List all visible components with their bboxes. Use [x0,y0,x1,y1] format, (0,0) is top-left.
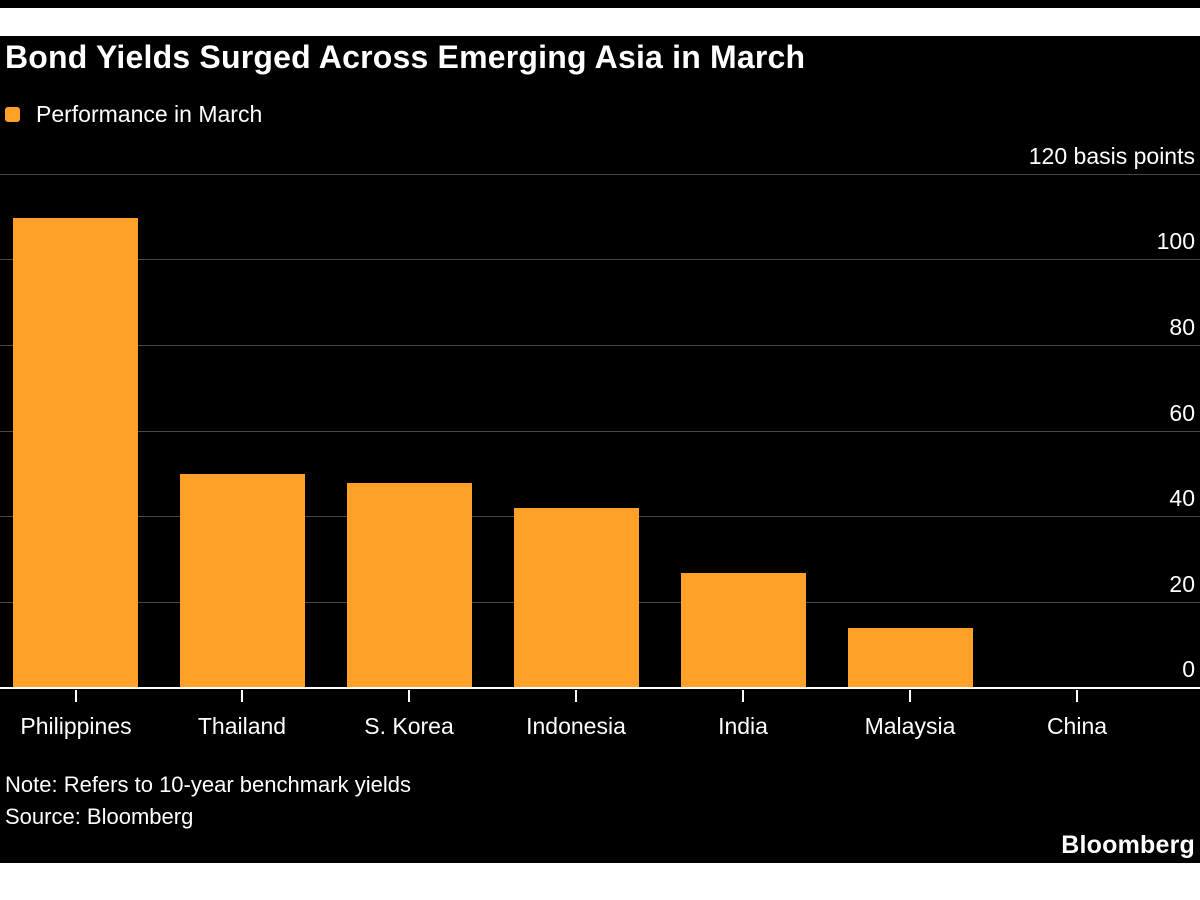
y-axis-label-60: 60 [1169,400,1195,426]
bar-s-korea [347,483,472,688]
gridline-100 [0,259,1200,260]
bar-thailand [180,474,305,688]
gridline-60 [0,431,1200,432]
x-axis-label-malaysia: Malaysia [864,713,956,739]
top-rule [0,0,1200,8]
x-axis-line [0,687,1200,689]
gridline-120 [0,174,1200,175]
x-axis-tick [241,690,243,702]
bar-indonesia [514,508,639,688]
bar-malaysia [848,628,973,688]
bar-philippines [13,218,138,688]
x-axis-tick [742,690,744,702]
gridline-80 [0,345,1200,346]
y-axis-label-100: 100 [1156,228,1195,254]
y-axis-label-20: 20 [1169,571,1195,597]
x-axis-tick [909,690,911,702]
x-axis-label-s-korea: S. Korea [364,713,454,739]
y-axis-label-80: 80 [1169,314,1195,340]
legend: Performance in March [5,100,262,128]
x-axis-label-indonesia: Indonesia [526,713,626,739]
x-axis-label-china: China [1046,713,1108,739]
legend-swatch-icon [5,106,20,122]
chart-title: Bond Yields Surged Across Emerging Asia … [5,39,806,75]
x-axis-label-philippines: Philippines [20,713,132,739]
chart-panel [0,36,1200,863]
x-axis-label-india: India [718,713,768,739]
bar-india [681,573,806,688]
y-axis-label-0: 0 [1182,656,1195,682]
x-axis-tick [75,690,77,702]
legend-label: Performance in March [36,100,263,127]
x-axis-tick [408,690,410,702]
chart-note: Note: Refers to 10-year benchmark yields [5,772,411,797]
y-axis-label-120: 120 basis points [1028,143,1195,169]
chart-source: Source: Bloomberg [5,804,194,829]
y-axis-label-40: 40 [1169,485,1195,511]
x-axis-tick [1076,690,1078,702]
x-axis-label-thailand: Thailand [197,713,287,739]
x-axis-tick [575,690,577,702]
bloomberg-logo: Bloomberg [1061,831,1195,859]
